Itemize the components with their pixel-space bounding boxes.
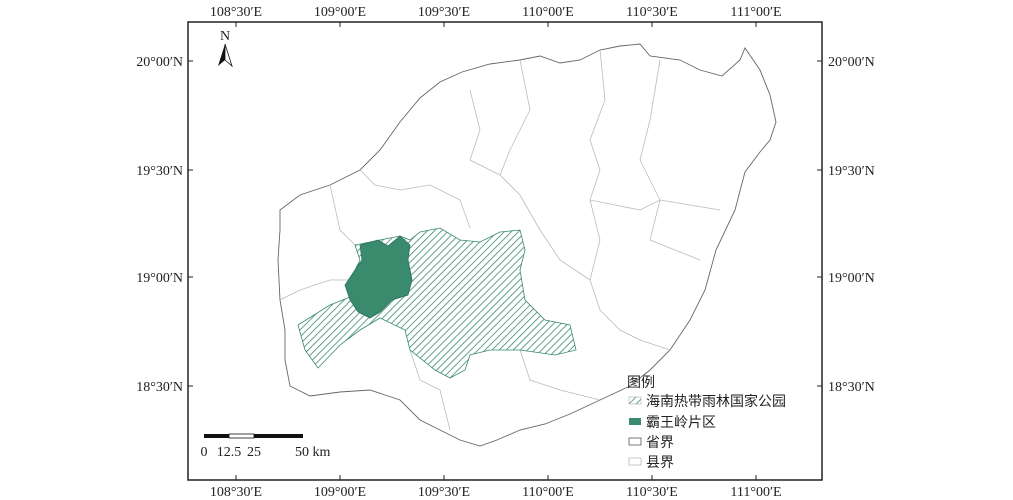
legend: 图例 海南热带雨林国家公园 霸王岭片区 省界 县界 [627, 375, 786, 471]
lon-label-bottom: 109°00′E [314, 485, 366, 500]
lon-label-top: 110°00′E [522, 5, 574, 20]
lat-label-right: 18°30′N [828, 380, 875, 395]
svg-text:图例: 图例 [627, 375, 655, 391]
lon-label-top: 111°00′E [730, 5, 781, 20]
lon-label-bottom: 108°30′E [210, 485, 262, 500]
lon-label-top: 110°30′E [626, 5, 678, 20]
lat-label-left: 20°00′N [136, 55, 183, 70]
scale-bar: 0 12.5 25 50 km [201, 433, 331, 460]
lon-label-bottom: 110°00′E [522, 485, 574, 500]
lat-label-left: 19°00′N [136, 271, 183, 286]
lat-label-right: 19°30′N [828, 164, 875, 179]
lat-label-right: 20°00′N [828, 55, 875, 70]
bawangling-area [344, 235, 413, 319]
svg-text:海南热带雨林国家公园: 海南热带雨林国家公园 [646, 393, 786, 410]
lon-label-top: 108°30′E [210, 5, 262, 20]
lon-label-bottom: 110°30′E [626, 485, 678, 500]
svg-text:12.5: 12.5 [217, 445, 242, 460]
lon-label-top: 109°30′E [418, 5, 470, 20]
lon-label-bottom: 109°30′E [418, 485, 470, 500]
province-boundary [277, 43, 777, 447]
svg-text:县界: 县界 [646, 455, 674, 471]
lat-label-right: 19°00′N [828, 271, 875, 286]
svg-text:霸王岭片区: 霸王岭片区 [646, 415, 716, 431]
lat-label-left: 19°30′N [136, 164, 183, 179]
lat-label-left: 18°30′N [136, 380, 183, 395]
svg-text:省界: 省界 [646, 435, 674, 451]
north-arrow-icon: N [218, 29, 233, 68]
lon-label-bottom: 111°00′E [730, 485, 781, 500]
svg-text:25: 25 [247, 445, 261, 460]
svg-text:N: N [220, 29, 230, 44]
svg-text:50 km: 50 km [295, 445, 331, 460]
svg-text:0: 0 [201, 445, 208, 460]
county-boundaries [279, 49, 721, 431]
lon-label-top: 109°00′E [314, 5, 366, 20]
